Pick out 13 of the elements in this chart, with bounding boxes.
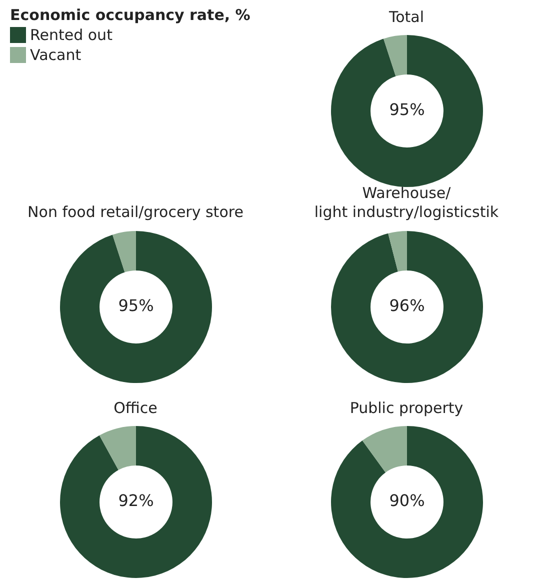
legend-label: Rented out xyxy=(30,26,112,44)
legend-title: Economic occupancy rate, % xyxy=(10,6,250,24)
chart-title: Total xyxy=(388,8,424,27)
chart-title: Public property xyxy=(350,398,464,418)
chart-title: Warehouse/ light industry/logisticstik xyxy=(314,184,499,223)
chart-title: Non food retail/grocery store xyxy=(28,203,244,223)
legend-label: Vacant xyxy=(30,46,82,64)
text: 90% xyxy=(388,491,424,510)
chart-title: Office xyxy=(114,398,158,418)
text: 95% xyxy=(118,296,154,315)
text: 95% xyxy=(388,100,424,120)
text: 92% xyxy=(118,491,154,510)
text: 96% xyxy=(388,296,424,315)
